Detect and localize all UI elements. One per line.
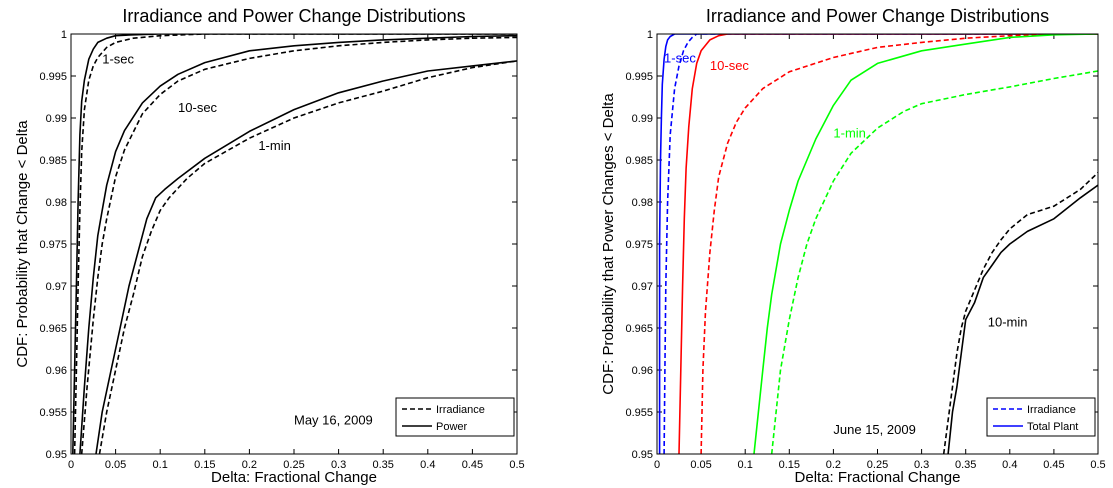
chart-panel-2: Irradiance and Power Change Distribution… <box>600 6 1106 486</box>
x-tick-label: 0.15 <box>779 459 800 471</box>
y-axis-label: CDF: Probability that Power Changes < De… <box>600 93 617 395</box>
annotation-label: 10-min <box>988 314 1028 329</box>
y-tick-label: 0.985 <box>39 155 67 167</box>
plot-frame <box>656 33 1099 455</box>
series-line-10-sec-irradiance <box>700 34 1098 454</box>
y-tick-label: 1 <box>61 29 67 41</box>
x-tick-label: 0 <box>654 459 660 471</box>
series-line-10-sec-irradiance <box>80 36 517 454</box>
x-tick-label: 0.45 <box>1043 459 1064 471</box>
legend-label: Total Plant <box>1027 421 1078 433</box>
series-line-1-sec-irradiance <box>73 34 517 454</box>
series-line-1-min-irradiance <box>770 70 1098 454</box>
y-tick-label: 0.985 <box>625 155 653 167</box>
chart-title: Irradiance and Power Change Distribution… <box>122 6 465 26</box>
annotation-label: June 15, 2009 <box>833 422 915 437</box>
y-tick-label: 0.99 <box>632 113 653 125</box>
series-line-10-min-total-plant <box>947 184 1098 454</box>
x-tick-label: 0.3 <box>914 459 929 471</box>
legend-label: Irradiance <box>436 404 485 416</box>
y-tick-label: 0.98 <box>46 197 67 209</box>
x-tick-label: 0.45 <box>462 459 483 471</box>
annotation-label: 10-sec <box>178 100 218 115</box>
y-tick-label: 0.975 <box>625 239 653 251</box>
x-tick-label: 0.05 <box>105 459 126 471</box>
x-tick-label: 0.05 <box>690 459 711 471</box>
y-axis-label: CDF: Probability that Change < Delta <box>14 120 31 368</box>
x-axis-label: Delta: Fractional Change <box>211 469 377 486</box>
plot-frame <box>70 33 518 455</box>
y-tick-label: 1 <box>647 29 653 41</box>
y-tick-label: 0.995 <box>625 71 653 83</box>
series-line-1-min-irradiance <box>98 60 517 454</box>
annotation-label: May 16, 2009 <box>294 413 373 428</box>
x-tick-label: 0 <box>68 459 74 471</box>
x-tick-label: 0.1 <box>153 459 168 471</box>
annotation-label: 10-sec <box>710 58 750 73</box>
x-tick-label: 0.35 <box>955 459 976 471</box>
series-line-10-sec-power <box>79 34 517 454</box>
legend-label: Irradiance <box>1027 404 1076 416</box>
x-tick-label: 0.25 <box>867 459 888 471</box>
y-tick-label: 0.995 <box>39 71 67 83</box>
series-line-1-min-total-plant <box>753 34 1098 454</box>
x-tick-label: 0.2 <box>826 459 841 471</box>
series-group <box>72 34 517 454</box>
y-tick-label: 0.97 <box>46 281 67 293</box>
chart-title: Irradiance and Power Change Distribution… <box>706 6 1049 26</box>
x-tick-label: 0.5 <box>1090 459 1105 471</box>
annotation-label: 1-min <box>258 138 291 153</box>
y-tick-label: 0.96 <box>632 365 653 377</box>
legend-box <box>986 397 1096 437</box>
series-group <box>658 34 1098 454</box>
annotation-label: 1-sec <box>102 51 134 66</box>
annotation-label: 1-min <box>833 125 866 140</box>
x-axis-label: Delta: Fractional Change <box>795 469 961 486</box>
legend: Irradiance Total Plant <box>986 397 1096 437</box>
x-tick-label: 0.4 <box>1002 459 1017 471</box>
legend: Irradiance Power <box>395 397 515 437</box>
x-tick-label: 0.3 <box>331 459 346 471</box>
x-tick-label: 0.35 <box>372 459 393 471</box>
x-tick-label: 0.5 <box>509 459 524 471</box>
series-line-1-sec-power <box>72 34 517 454</box>
x-tick-label: 0.2 <box>242 459 257 471</box>
legend-label: Power <box>436 421 468 433</box>
y-tick-label: 0.965 <box>39 323 67 335</box>
y-tick-label: 0.99 <box>46 113 67 125</box>
y-tick-label: 0.965 <box>625 323 653 335</box>
y-tick-label: 0.97 <box>632 281 653 293</box>
series-line-1-min-power <box>95 60 517 454</box>
y-tick-label: 0.975 <box>39 239 67 251</box>
legend-box <box>395 397 515 437</box>
x-tick-label: 0.15 <box>194 459 215 471</box>
series-line-10-sec-total-plant <box>678 34 1098 454</box>
chart-panel-1: Irradiance and Power Change Distribution… <box>14 6 525 486</box>
y-tick-label: 0.95 <box>632 449 653 461</box>
y-tick-label: 0.955 <box>625 407 653 419</box>
y-tick-label: 0.96 <box>46 365 67 377</box>
x-tick-label: 0.25 <box>283 459 304 471</box>
y-tick-label: 0.98 <box>632 197 653 209</box>
series-line-1-sec-total-plant <box>658 34 1098 454</box>
annotation-label: 1-sec <box>664 51 696 66</box>
y-tick-label: 0.955 <box>39 407 67 419</box>
y-tick-label: 0.95 <box>46 449 67 461</box>
series-line-1-sec-irradiance <box>663 34 1098 454</box>
x-tick-label: 0.1 <box>738 459 753 471</box>
x-tick-label: 0.4 <box>420 459 435 471</box>
